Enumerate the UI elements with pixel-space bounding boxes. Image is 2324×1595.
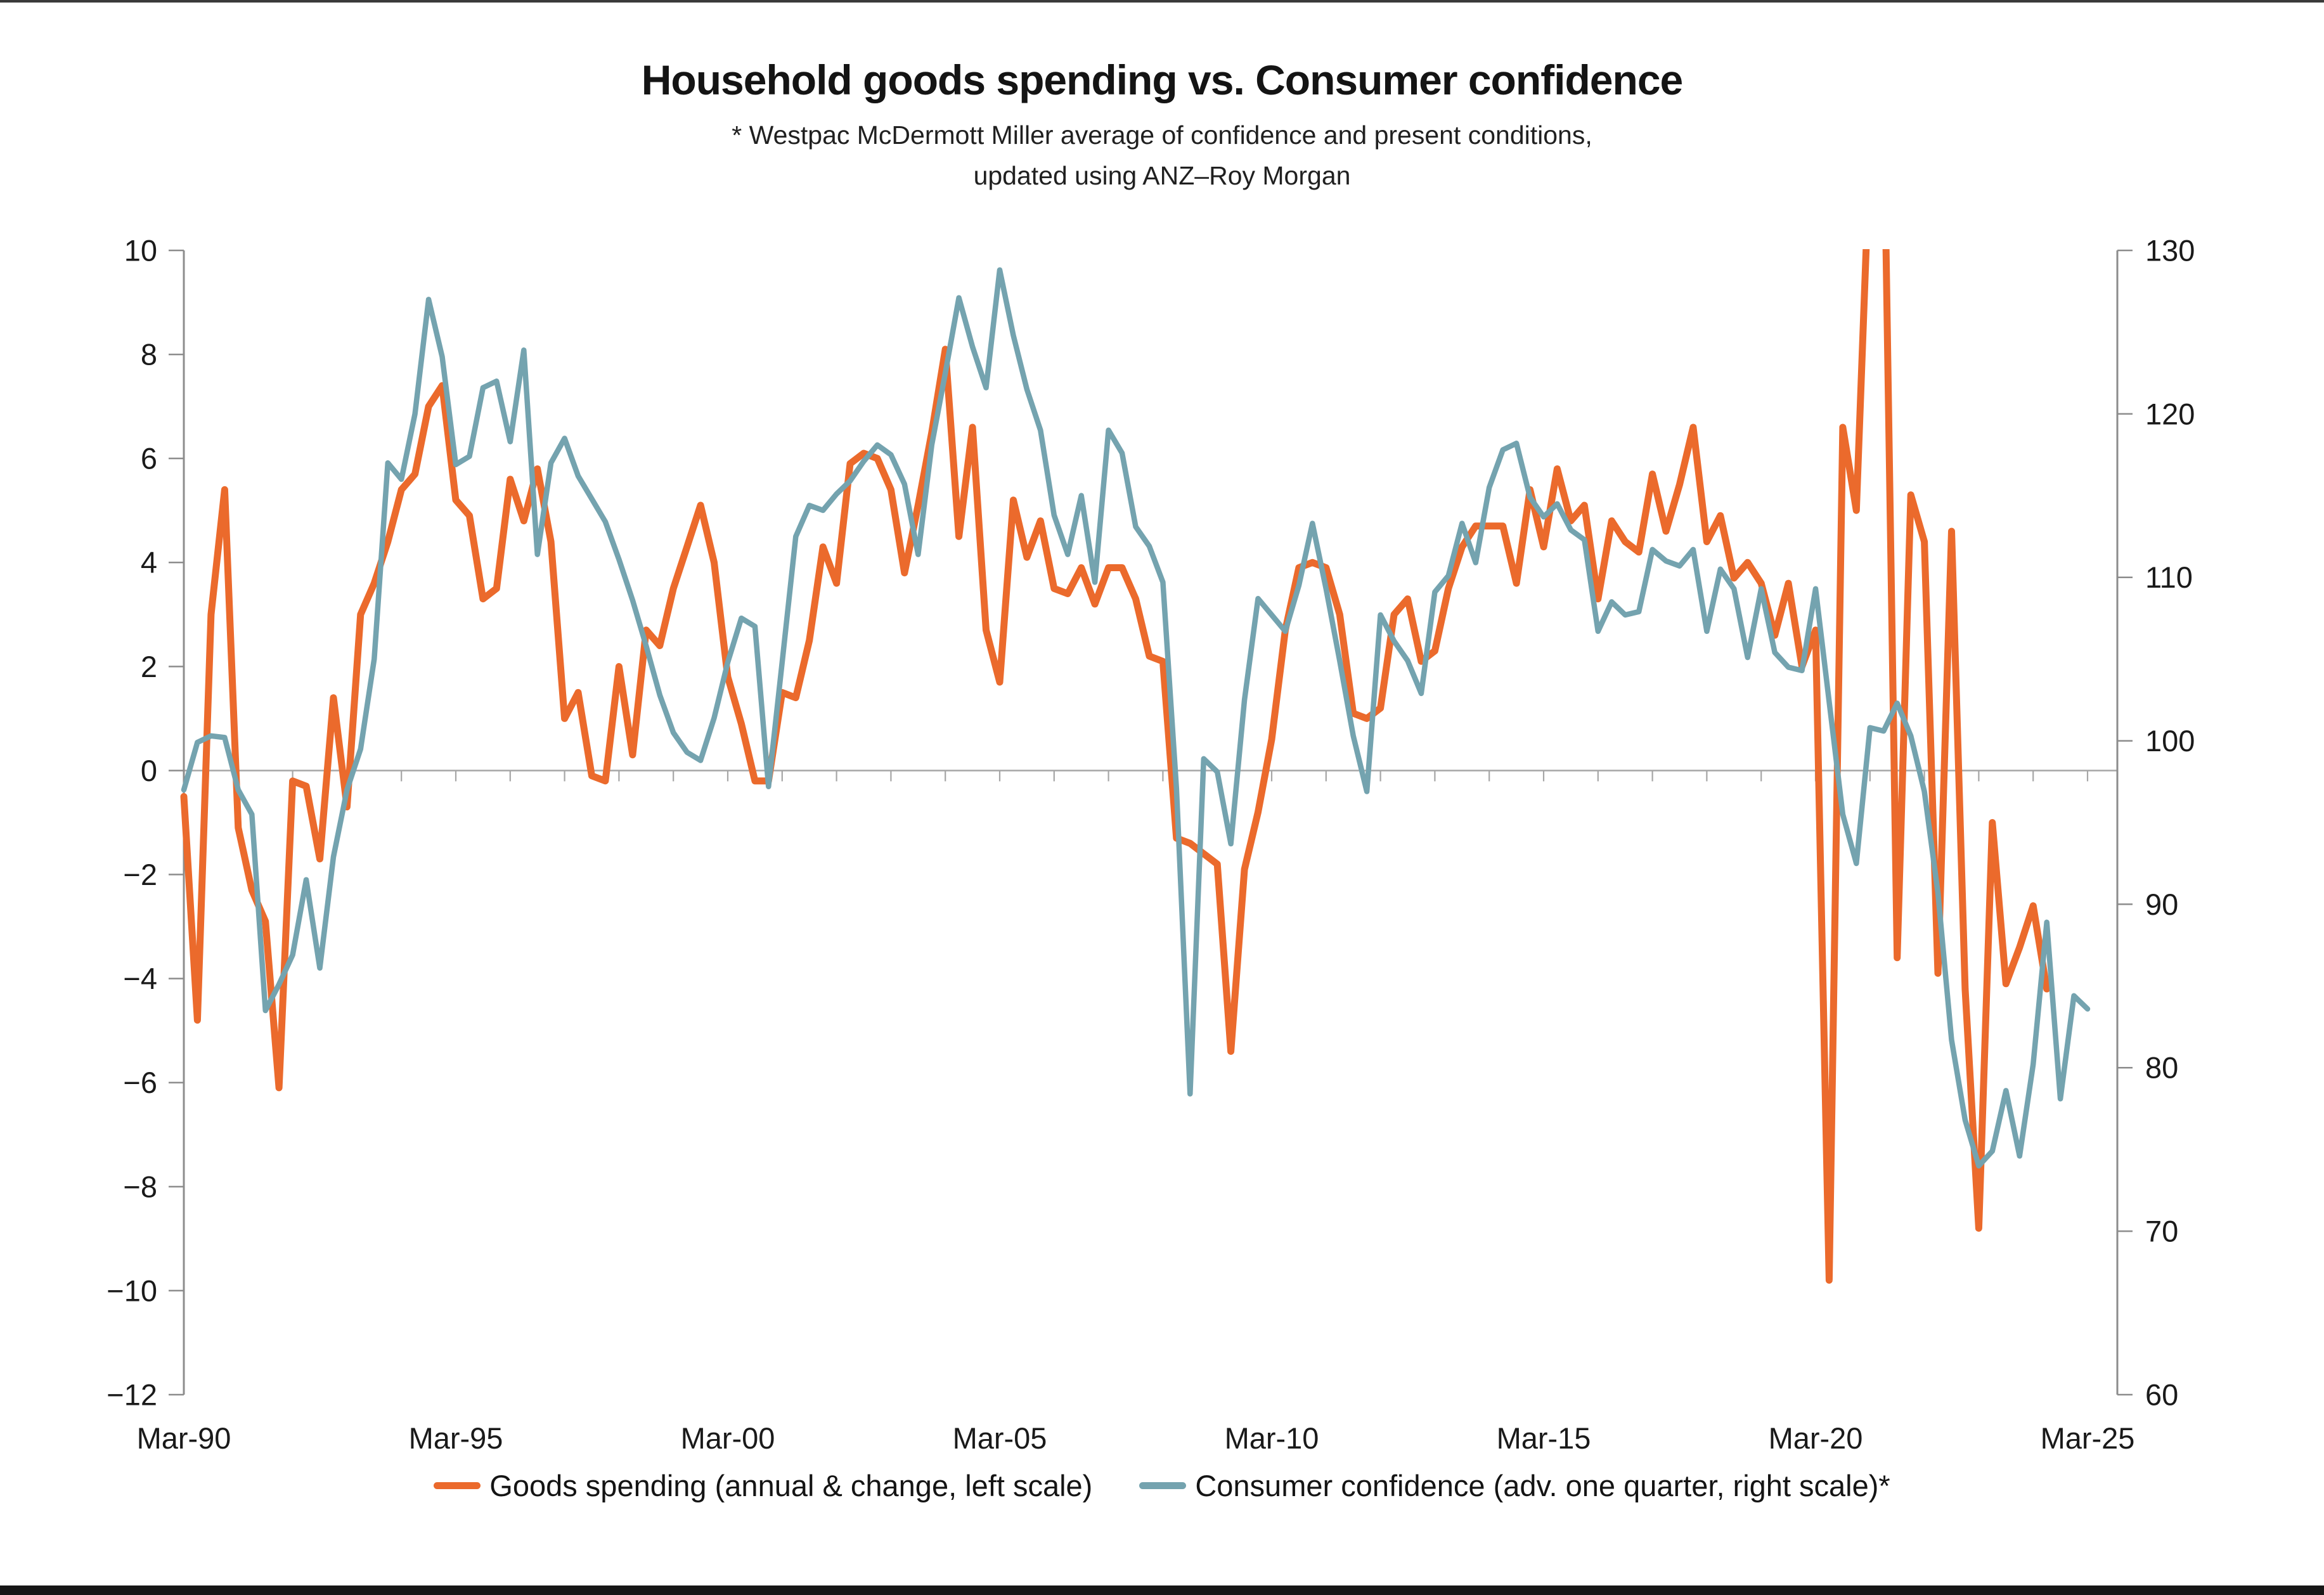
svg-text:Mar-90: Mar-90 <box>137 1421 231 1455</box>
svg-text:Mar-00: Mar-00 <box>681 1421 775 1455</box>
legend-label-consumer-confidence: Consumer confidence (adv. one quarter, r… <box>1195 1469 1890 1502</box>
svg-text:−8: −8 <box>123 1170 157 1203</box>
legend-item-consumer-confidence: Consumer confidence (adv. one quarter, r… <box>1139 1468 1890 1503</box>
svg-text:Mar-95: Mar-95 <box>409 1421 503 1455</box>
svg-text:−12: −12 <box>107 1378 157 1411</box>
svg-text:110: 110 <box>2145 560 2193 594</box>
svg-text:0: 0 <box>141 754 157 787</box>
svg-text:Mar-05: Mar-05 <box>953 1421 1047 1455</box>
chart-subtitle-line1: * Westpac McDermott Miller average of co… <box>732 120 1592 150</box>
svg-text:−6: −6 <box>123 1066 157 1099</box>
svg-text:Mar-25: Mar-25 <box>2041 1421 2135 1455</box>
legend-swatch-consumer-confidence-icon <box>1139 1482 1187 1489</box>
svg-text:−2: −2 <box>123 858 157 891</box>
legend-swatch-goods-spending-icon <box>434 1482 481 1489</box>
svg-text:4: 4 <box>141 546 157 579</box>
svg-text:70: 70 <box>2145 1215 2178 1248</box>
top-border-rule <box>0 0 2324 3</box>
chart-title: Household goods spending vs. Consumer co… <box>641 56 1684 103</box>
svg-text:Mar-15: Mar-15 <box>1497 1421 1591 1455</box>
svg-text:Mar-10: Mar-10 <box>1225 1421 1319 1455</box>
chart-header: Household goods spending vs. Consumer co… <box>0 56 2324 196</box>
svg-text:6: 6 <box>141 442 157 475</box>
svg-text:90: 90 <box>2145 888 2178 921</box>
svg-text:2: 2 <box>141 650 157 683</box>
svg-text:60: 60 <box>2145 1378 2178 1411</box>
chart-legend: Goods spending (annual & change, left sc… <box>0 1468 2324 1503</box>
svg-text:8: 8 <box>141 338 157 371</box>
svg-text:80: 80 <box>2145 1051 2178 1085</box>
svg-text:Mar-20: Mar-20 <box>1769 1421 1863 1455</box>
svg-text:130: 130 <box>2145 233 2195 267</box>
chart-subtitle-line2: updated using ANZ–Roy Morgan <box>973 160 1351 190</box>
legend-label-goods-spending: Goods spending (annual & change, left sc… <box>489 1469 1093 1502</box>
bottom-border-rule <box>0 1585 2324 1595</box>
svg-text:−10: −10 <box>107 1274 157 1307</box>
legend-item-goods-spending: Goods spending (annual & change, left sc… <box>434 1468 1092 1503</box>
svg-text:100: 100 <box>2145 724 2195 758</box>
svg-text:120: 120 <box>2145 397 2195 430</box>
chart-subtitle: * Westpac McDermott Miller average of co… <box>0 115 2324 196</box>
svg-text:10: 10 <box>124 233 157 267</box>
svg-text:−4: −4 <box>123 962 157 995</box>
